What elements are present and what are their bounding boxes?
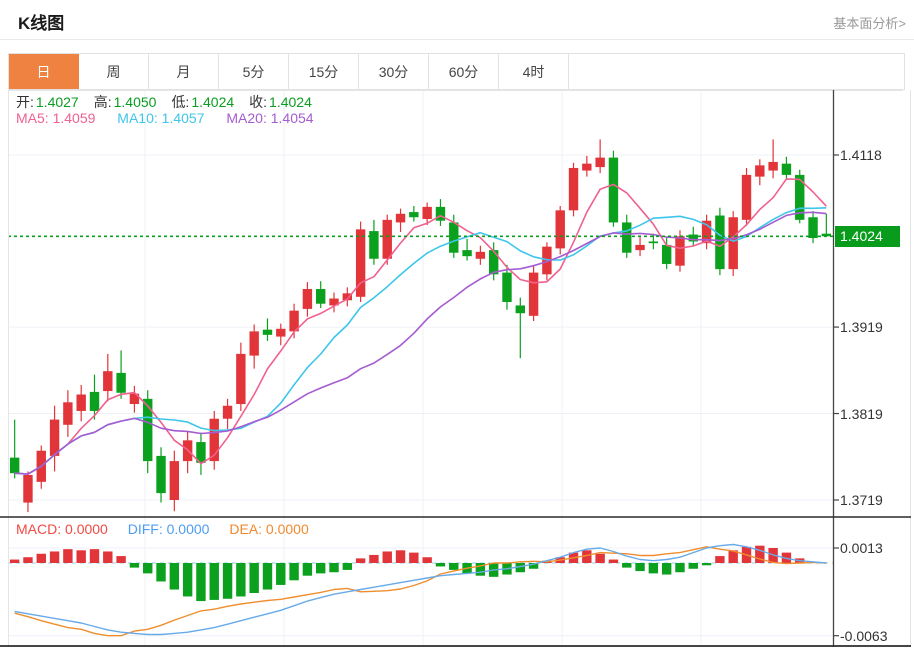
diff-value: 0.0000 [166,521,210,537]
ma10-value: 1.4057 [161,110,205,126]
high-value: 1.4050 [113,94,157,110]
tab-daily[interactable]: 日 [9,54,79,89]
dea-label: DEA: [229,521,263,537]
ma20-value: 1.4054 [270,110,314,126]
price-tick-label-1: 1.3919 [840,319,883,336]
tab-weekly[interactable]: 周 [79,54,149,89]
ma20-label: MA20: [226,110,267,126]
macd-readout: MACD: 0.0000 [16,521,108,537]
low-value: 1.4024 [191,94,235,110]
ma-info: MA5: 1.4059 MA10: 1.4057 MA20: 1.4054 [16,110,332,126]
close-value: 1.4024 [269,94,312,110]
dea-value: 0.0000 [265,521,309,537]
tab-15min[interactable]: 15分 [289,54,359,89]
tab-30min[interactable]: 30分 [359,54,429,89]
macd-label: MACD: [16,521,62,537]
tab-60min[interactable]: 60分 [429,54,499,89]
diff-readout: DIFF: 0.0000 [128,521,210,537]
current-price-badge: 1.4024 [835,225,900,247]
open-value: 1.4027 [35,94,79,110]
diff-label: DIFF: [127,521,163,537]
low-label: 低: [171,94,190,110]
macd-tick-label-0: 0.0013 [840,540,883,556]
period-tabs: 日 周 月 5分 15分 30分 60分 4时 [8,53,905,90]
header: K线图 基本面分析> [0,0,914,40]
high-label: 高: [93,94,112,110]
close-label: 收: [249,94,268,110]
ma5-value: 1.4059 [52,110,96,126]
ohlc-info: 开: 1.4027 高: 1.4050 低: 1.4024 收: 1.4024 [16,92,327,112]
ma10-readout: MA10: 1.4057 [117,110,204,126]
macd-value: 0.0000 [65,521,108,537]
macd-tick-label-1: -0.0063 [840,627,888,644]
ma10-label: MA10: [117,110,158,126]
macd-info: MACD: 0.0000 DIFF: 0.0000 DEA: 0.0000 [16,521,325,537]
price-tick-label-2: 1.3819 [840,405,883,422]
price-tick-label-0: 1.4118 [840,147,882,163]
ma20-readout: MA20: 1.4054 [226,110,313,126]
open-label: 开: [16,94,34,110]
tab-4hour[interactable]: 4时 [499,54,569,89]
ma5-readout: MA5: 1.4059 [16,110,95,126]
page-title: K线图 [18,14,65,33]
tab-5min[interactable]: 5分 [219,54,289,89]
fundamental-analysis-link[interactable]: 基本面分析> [833,16,906,31]
tab-monthly[interactable]: 月 [149,54,219,89]
ma5-label: MA5: [16,110,49,126]
price-tick-label-3: 1.3719 [840,492,883,508]
dea-readout: DEA: 0.0000 [229,521,308,537]
